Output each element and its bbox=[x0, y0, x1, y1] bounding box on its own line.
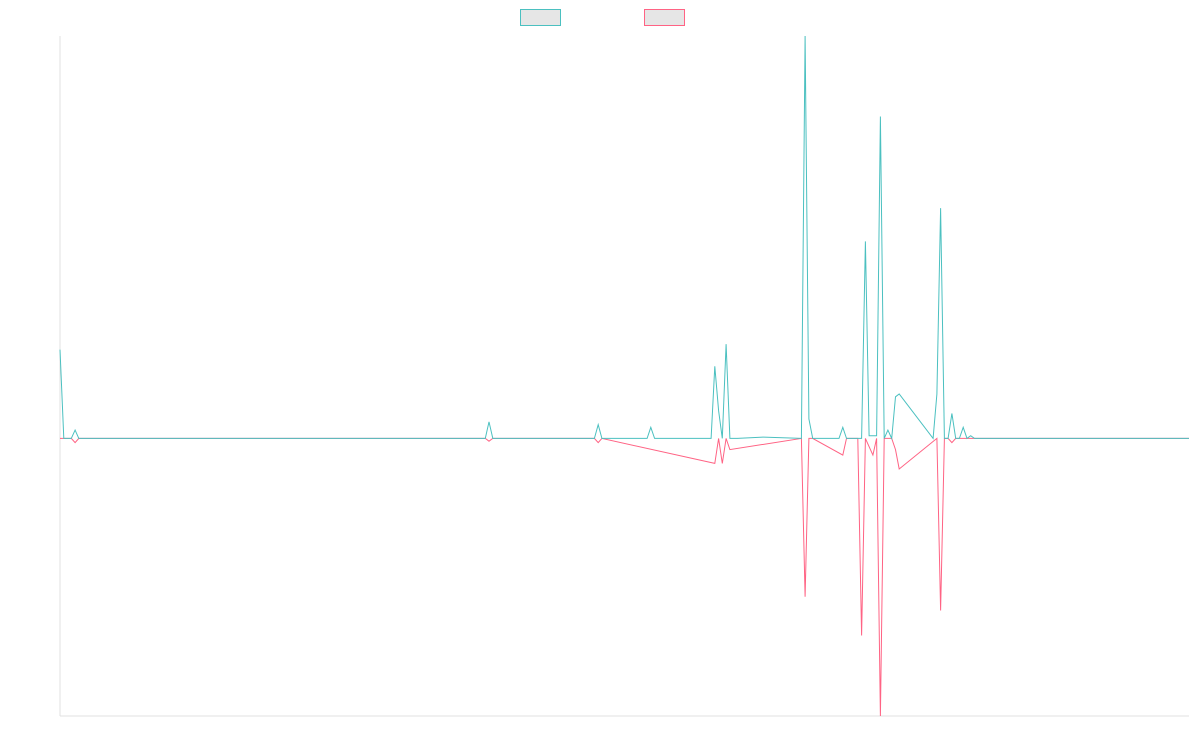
chart-series bbox=[59, 35, 1189, 717]
chart-legend[interactable] bbox=[520, 9, 685, 26]
chart-axes bbox=[59, 36, 1189, 717]
series-line-1 bbox=[59, 35, 1189, 441]
legend-swatch-1[interactable] bbox=[520, 9, 561, 26]
legend-item-1[interactable] bbox=[520, 9, 561, 26]
legend-item-2[interactable] bbox=[644, 9, 685, 26]
legend-swatch-2[interactable] bbox=[644, 9, 685, 26]
series-line-2 bbox=[60, 437, 1189, 717]
